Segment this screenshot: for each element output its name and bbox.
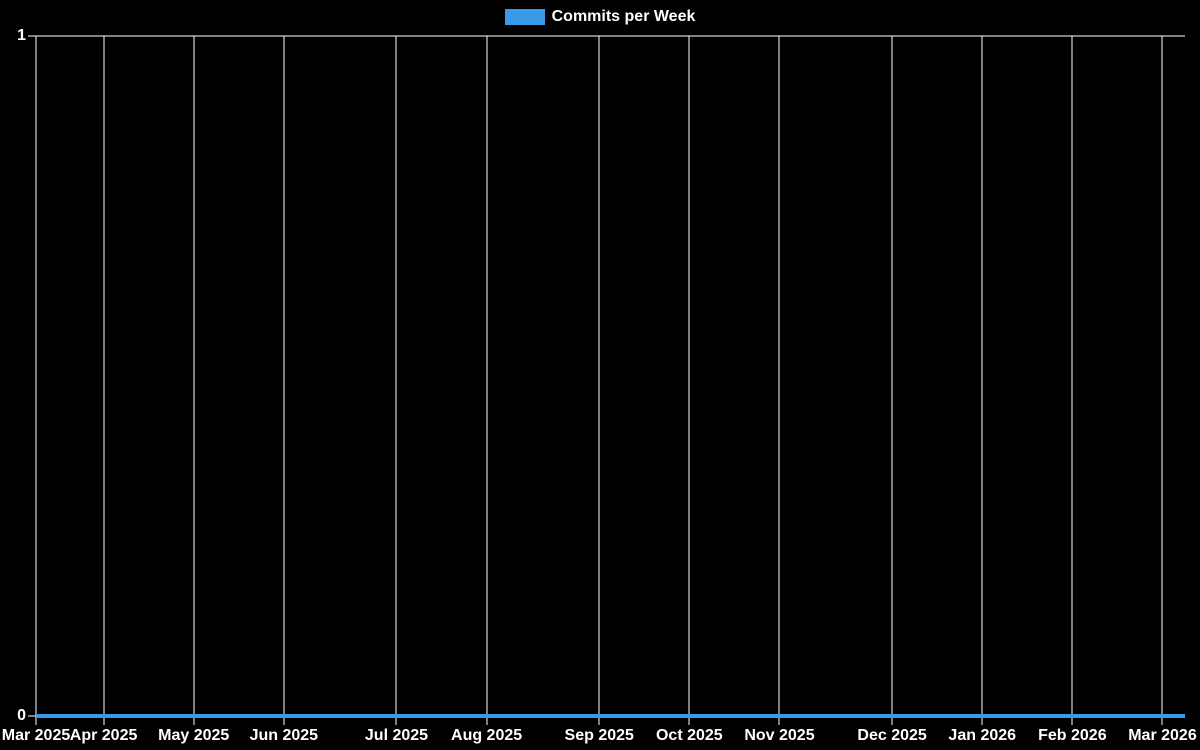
x-tick-label: Dec 2025: [857, 727, 927, 744]
x-tick-label: Aug 2025: [451, 727, 523, 744]
x-gridline: [486, 36, 488, 725]
x-tick-label: Jun 2025: [249, 727, 319, 744]
x-gridline: [395, 36, 397, 725]
y-tick-label: 1: [17, 27, 26, 44]
x-tick-label: Feb 2026: [1038, 727, 1107, 744]
x-gridline: [35, 36, 37, 725]
x-tick-label: Nov 2025: [744, 727, 815, 744]
x-tick-label: Oct 2025: [655, 727, 723, 744]
legend: Commits per Week: [0, 8, 1200, 26]
x-tick-label: Mar 2025: [1, 727, 71, 744]
x-tick-label: Mar 2026: [1128, 727, 1197, 744]
x-gridline: [688, 36, 690, 725]
x-tick-label: Sep 2025: [564, 727, 634, 744]
x-gridline: [778, 36, 780, 725]
x-gridline: [1161, 36, 1163, 725]
legend-swatch: [504, 9, 545, 25]
x-tick-label: May 2025: [158, 727, 230, 744]
x-gridline: [1071, 36, 1073, 725]
plot-area[interactable]: [28, 35, 1185, 725]
x-gridline: [891, 36, 893, 725]
x-tick-label: Jul 2025: [364, 727, 429, 744]
x-gridline: [193, 36, 195, 725]
x-axis: Mar 2025 Apr 2025 May 2025 Jun 2025 Jul 2025…: [2, 727, 1197, 747]
legend-item-commits[interactable]: Commits per Week: [504, 8, 696, 26]
x-gridline: [283, 36, 285, 725]
x-tick-label: Apr 2025: [69, 727, 138, 744]
y-tick-label: 0: [17, 707, 26, 724]
y-gridline: [28, 35, 1185, 37]
commits-line-svg: [36, 714, 1185, 718]
x-tick-label: Jan 2026: [948, 727, 1017, 744]
legend-label: Commits per Week: [551, 8, 696, 25]
x-gridline: [103, 36, 105, 725]
x-gridline: [981, 36, 983, 725]
x-gridline: [598, 36, 600, 725]
